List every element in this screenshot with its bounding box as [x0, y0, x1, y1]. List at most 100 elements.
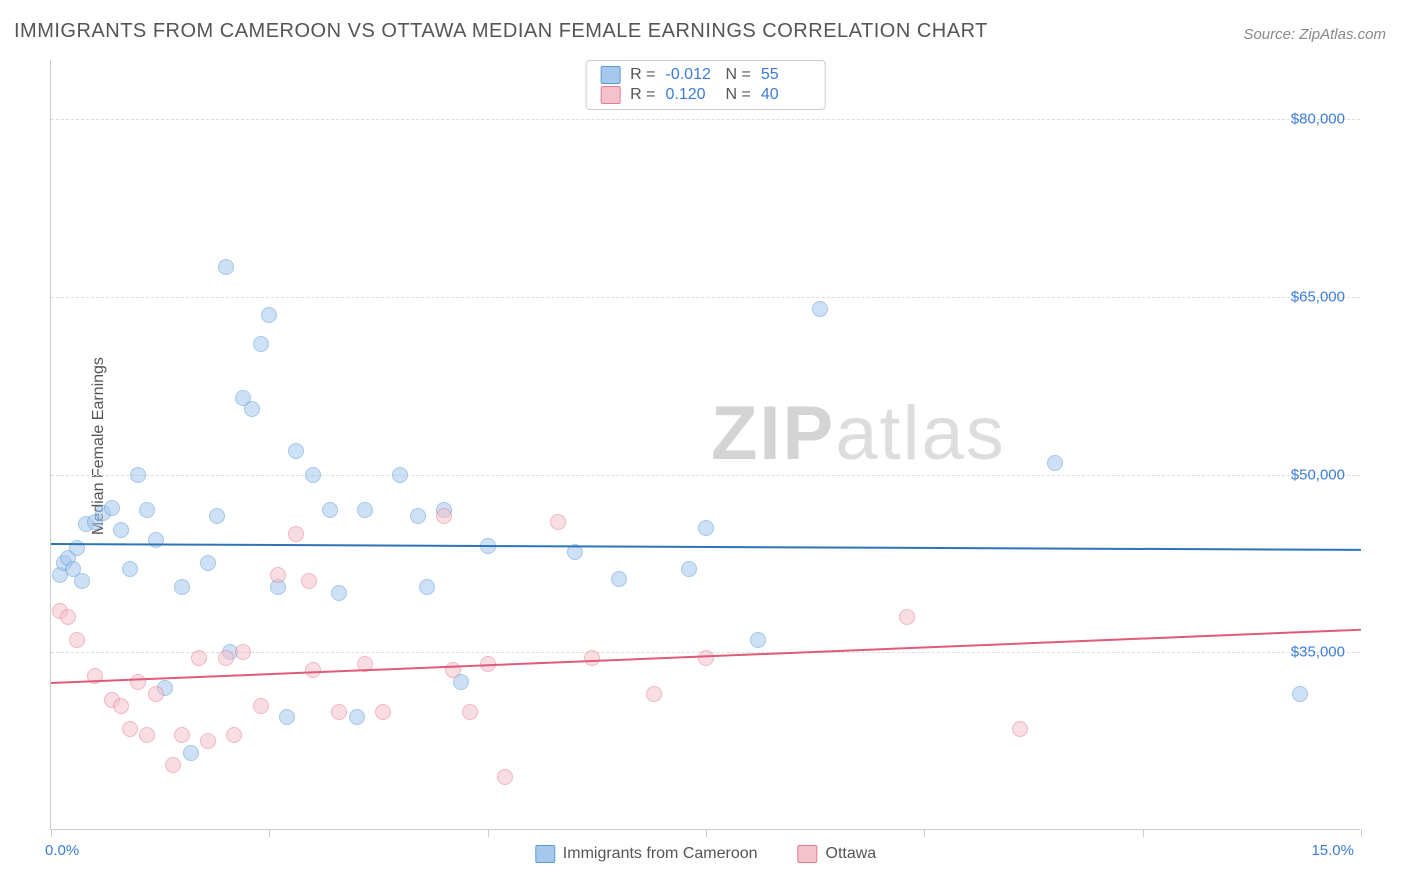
scatter-point	[584, 650, 600, 666]
legend-swatch-2	[798, 845, 818, 863]
scatter-point	[200, 733, 216, 749]
scatter-point	[165, 757, 181, 773]
scatter-point	[462, 704, 478, 720]
swatch-series1	[600, 66, 620, 84]
scatter-point	[235, 644, 251, 660]
scatter-point	[750, 632, 766, 648]
scatter-point	[331, 585, 347, 601]
scatter-point	[436, 508, 452, 524]
scatter-point	[646, 686, 662, 702]
scatter-point	[419, 579, 435, 595]
scatter-point	[122, 561, 138, 577]
scatter-point	[69, 632, 85, 648]
scatter-point	[148, 686, 164, 702]
legend-label-2: Ottawa	[826, 845, 877, 863]
scatter-point	[812, 301, 828, 317]
scatter-point	[261, 307, 277, 323]
scatter-point	[331, 704, 347, 720]
scatter-point	[218, 259, 234, 275]
scatter-point	[113, 698, 129, 714]
scatter-point	[1047, 455, 1063, 471]
scatter-point	[375, 704, 391, 720]
legend-swatch-1	[535, 845, 555, 863]
scatter-point	[301, 573, 317, 589]
x-tick-mark	[1143, 829, 1144, 837]
x-tick-mark	[488, 829, 489, 837]
scatter-point	[698, 520, 714, 536]
scatter-point	[305, 467, 321, 483]
scatter-point	[357, 502, 373, 518]
scatter-point	[899, 609, 915, 625]
x-tick-mark	[51, 829, 52, 837]
gridline	[51, 297, 1360, 298]
n-label-1: N =	[726, 66, 751, 84]
scatter-point	[322, 502, 338, 518]
y-tick-label: $80,000	[1291, 111, 1345, 128]
legend-label-1: Immigrants from Cameroon	[563, 845, 758, 863]
scatter-point	[174, 727, 190, 743]
n-label-2: N =	[726, 86, 751, 104]
scatter-point	[698, 650, 714, 666]
y-tick-label: $50,000	[1291, 466, 1345, 483]
r-label-2: R =	[630, 86, 655, 104]
x-tick-label: 0.0%	[45, 842, 79, 859]
scatter-point	[349, 709, 365, 725]
source-attribution: Source: ZipAtlas.com	[1243, 26, 1386, 43]
scatter-point	[611, 571, 627, 587]
scatter-point	[209, 508, 225, 524]
plot-area: ZIPatlas R = -0.012 N = 55 R = 0.120 N =…	[50, 60, 1360, 830]
scatter-point	[122, 721, 138, 737]
scatter-point	[279, 709, 295, 725]
r-value-1: -0.012	[666, 66, 716, 84]
watermark-light: atlas	[835, 391, 1006, 476]
x-tick-mark	[924, 829, 925, 837]
series-legend: Immigrants from Cameroon Ottawa	[535, 845, 876, 863]
legend-item-series1: Immigrants from Cameroon	[535, 845, 758, 863]
scatter-point	[288, 443, 304, 459]
trend-line	[51, 543, 1361, 551]
x-tick-mark	[1361, 829, 1362, 837]
scatter-point	[410, 508, 426, 524]
gridline	[51, 119, 1360, 120]
stats-row-series1: R = -0.012 N = 55	[600, 65, 811, 85]
scatter-point	[497, 769, 513, 785]
watermark-bold: ZIP	[711, 391, 835, 476]
scatter-point	[113, 522, 129, 538]
stats-legend: R = -0.012 N = 55 R = 0.120 N = 40	[585, 60, 826, 110]
scatter-point	[288, 526, 304, 542]
scatter-point	[226, 727, 242, 743]
scatter-point	[60, 609, 76, 625]
scatter-point	[191, 650, 207, 666]
scatter-point	[1012, 721, 1028, 737]
scatter-point	[130, 674, 146, 690]
scatter-point	[305, 662, 321, 678]
scatter-point	[392, 467, 408, 483]
chart-container: IMMIGRANTS FROM CAMEROON VS OTTAWA MEDIA…	[0, 0, 1406, 892]
x-tick-mark	[706, 829, 707, 837]
scatter-point	[550, 514, 566, 530]
stats-row-series2: R = 0.120 N = 40	[600, 85, 811, 105]
scatter-point	[270, 567, 286, 583]
scatter-point	[183, 745, 199, 761]
scatter-point	[244, 401, 260, 417]
scatter-point	[253, 698, 269, 714]
n-value-1: 55	[761, 66, 811, 84]
x-tick-mark	[269, 829, 270, 837]
scatter-point	[1292, 686, 1308, 702]
scatter-point	[130, 467, 146, 483]
n-value-2: 40	[761, 86, 811, 104]
watermark: ZIPatlas	[711, 390, 1006, 477]
chart-title: IMMIGRANTS FROM CAMEROON VS OTTAWA MEDIA…	[14, 20, 988, 43]
scatter-point	[200, 555, 216, 571]
gridline	[51, 475, 1360, 476]
r-label-1: R =	[630, 66, 655, 84]
legend-item-series2: Ottawa	[798, 845, 877, 863]
scatter-point	[139, 502, 155, 518]
scatter-point	[104, 500, 120, 516]
r-value-2: 0.120	[666, 86, 716, 104]
x-tick-label: 15.0%	[1311, 842, 1354, 859]
scatter-point	[218, 650, 234, 666]
scatter-point	[139, 727, 155, 743]
scatter-point	[253, 336, 269, 352]
scatter-point	[174, 579, 190, 595]
